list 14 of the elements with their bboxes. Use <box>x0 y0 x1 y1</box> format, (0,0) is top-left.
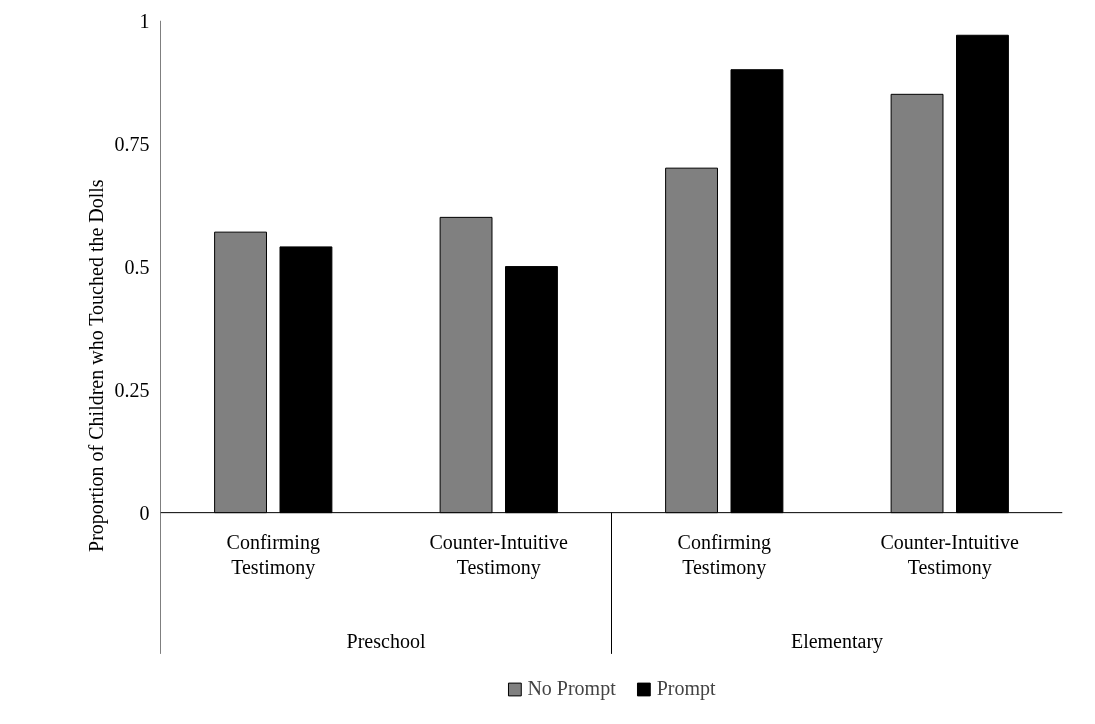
y-axis-title: Proportion of Children who Touched the Dolls <box>84 179 108 552</box>
x-tick-label: Counter-Intuitive Testimony <box>429 530 569 580</box>
y-tick-label: 0 <box>139 501 150 524</box>
text: Elementary <box>790 629 884 653</box>
y-tick-label: 0.25 <box>114 378 150 401</box>
y-tick-label: 0.75 <box>114 132 150 155</box>
legend-label: No Prompt <box>527 677 616 700</box>
x-tick-label: Confirming Testimony <box>677 530 771 580</box>
legend-label: Prompt <box>656 677 716 700</box>
y-tick-label: 1 <box>139 9 150 32</box>
x-tick-label: Counter-Intuitive Testimony <box>880 530 1020 580</box>
y-tick-label: 0.5 <box>124 255 150 278</box>
x-tick-label: Confirming Testimony <box>226 530 320 580</box>
text: Preschool <box>346 629 426 652</box>
